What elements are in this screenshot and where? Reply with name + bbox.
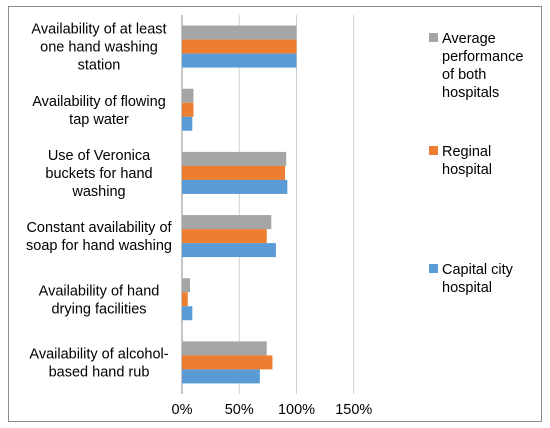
category-label-line: one hand washing (40, 40, 158, 56)
bar-2-series-3 (182, 116, 193, 131)
category-label-1: Availability of at least one hand washing… (31, 22, 166, 74)
bar-2-series-2 (182, 102, 194, 117)
x-tick-label-0: 0% (172, 402, 193, 418)
category-label-4: Constant availability of soap for hand wa… (26, 220, 172, 254)
legend-label-3: Capital city hospital (442, 262, 514, 296)
legend-swatch-1 (429, 33, 438, 42)
legend-swatch-3 (429, 264, 438, 273)
bar-5-series-1 (182, 278, 191, 293)
category-label-line: tap water (69, 112, 129, 128)
chart-frame: Availability of at least one hand washing… (8, 6, 542, 422)
bar-3-series-3 (182, 179, 288, 194)
bar-3-series-2 (182, 165, 286, 180)
bar-6-series-3 (182, 369, 260, 384)
bar-3-series-1 (182, 151, 287, 166)
legend-label-line: hospitals (442, 85, 499, 101)
bar-6-series-1 (182, 341, 267, 356)
legend-label-line: of both (442, 67, 486, 83)
bar-4-series-2 (182, 229, 267, 244)
category-label-line: Use of Veronica (48, 148, 151, 164)
bar-6-series-2 (182, 355, 273, 370)
legend-label-line: Average (442, 31, 496, 47)
category-label-2: Availability of flowing tap water (32, 94, 166, 128)
category-label-line: drying facilities (51, 301, 146, 317)
category-label-6: Availability of alcohol-based hand rub (29, 346, 168, 380)
bar-5-series-2 (182, 292, 188, 307)
category-label-line: based hand rub (49, 364, 150, 380)
category-label-line: Availability of alcohol- (29, 346, 168, 362)
category-label-line: soap for hand washing (26, 238, 172, 254)
x-tick-label-100: 100% (278, 402, 315, 418)
legend-label-line: Capital city (442, 262, 514, 278)
legend-label-line: hospital (442, 162, 492, 178)
category-label-line: Availability of flowing (32, 94, 166, 110)
bar-chart: Availability of at least one hand washing… (26, 15, 523, 418)
category-label-line: buckets for hand (45, 166, 152, 182)
bar-5-series-3 (182, 306, 193, 321)
legend-swatch-2 (429, 146, 438, 155)
x-tick-label-150: 150% (335, 402, 372, 418)
legend-label-line: hospital (442, 280, 492, 296)
bar-1-series-2 (182, 39, 297, 54)
category-label-line: Availability of at least (31, 22, 166, 38)
bar-2-series-1 (182, 88, 194, 103)
category-label-3: Use of Veronica buckets for hand washing (45, 148, 152, 200)
legend-label-line: performance (442, 49, 523, 65)
x-tick-label-50: 50% (225, 402, 254, 418)
category-label-line: Constant availability of (26, 220, 172, 236)
legend-label-line: Reginal (442, 144, 491, 160)
legend-label-1: Average performance of both hospitals (442, 31, 523, 101)
bar-4-series-3 (182, 243, 276, 258)
category-label-line: Availability of hand (39, 283, 160, 299)
category-label-line: washing (71, 184, 125, 200)
bar-1-series-3 (182, 53, 297, 68)
category-label-5: Availability of hand drying facilities (39, 283, 160, 317)
legend-label-2: Reginal hospital (442, 144, 492, 178)
bar-4-series-1 (182, 215, 272, 230)
bar-1-series-1 (182, 25, 297, 40)
category-label-line: station (78, 58, 121, 74)
